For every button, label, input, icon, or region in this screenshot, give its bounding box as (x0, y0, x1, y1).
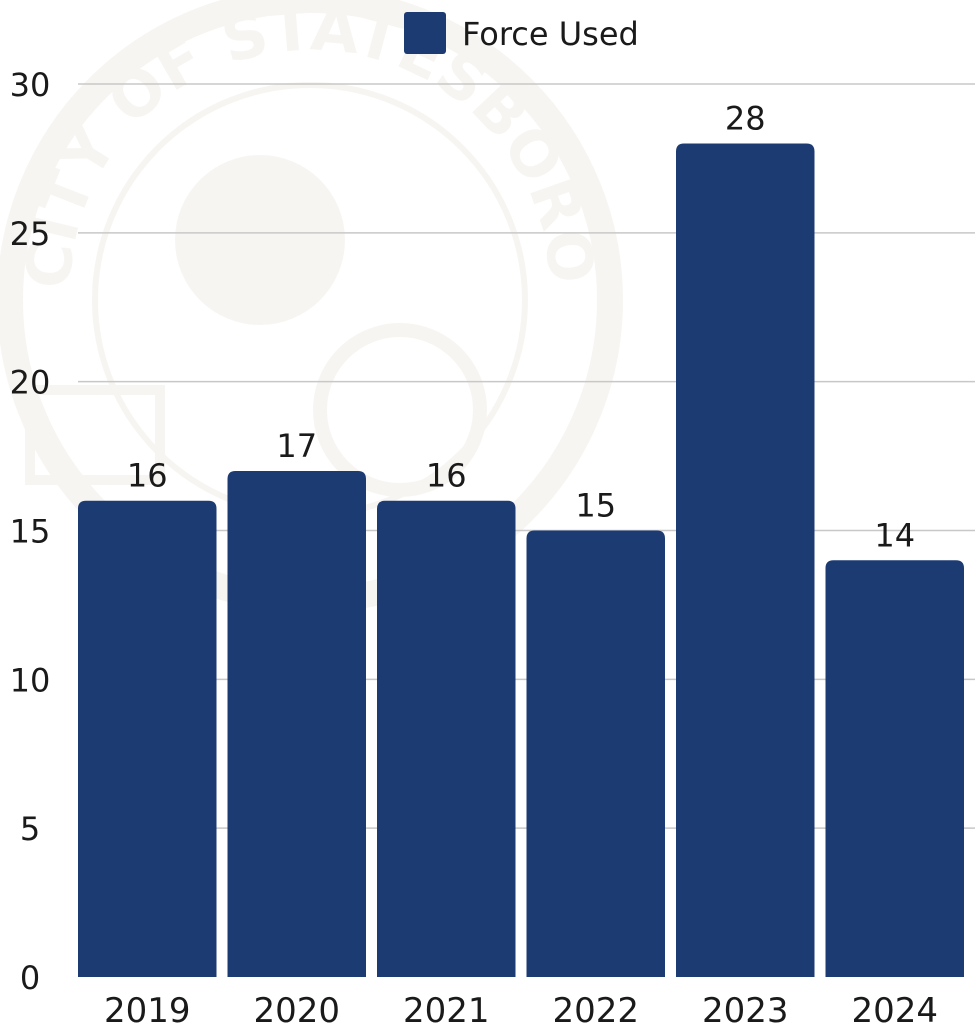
x-tick-label: 2021 (403, 991, 490, 1027)
data-label-2022: 15 (575, 487, 616, 525)
bar-2019 (78, 500, 217, 977)
y-tick-label: 5 (20, 810, 40, 848)
bar-2022 (526, 530, 665, 977)
y-tick-label: 0 (20, 959, 40, 997)
data-label-2023: 28 (725, 100, 766, 138)
legend: Force Used (404, 12, 639, 54)
data-label-2024: 14 (874, 516, 915, 554)
y-tick-label: 30 (10, 66, 51, 104)
x-tick-label: 2024 (851, 991, 938, 1027)
y-axis: 0 5 10 15 20 25 30 (10, 66, 51, 997)
data-labels: 16 17 16 15 28 14 (127, 100, 915, 555)
y-tick-label: 20 (10, 364, 51, 402)
x-tick-label: 2019 (104, 991, 191, 1027)
legend-swatch (404, 12, 446, 54)
bars (78, 143, 964, 978)
data-label-2021: 16 (426, 457, 467, 495)
bar-2024 (825, 560, 964, 977)
bar-2023 (676, 143, 815, 978)
y-tick-label: 15 (10, 513, 51, 551)
data-label-2020: 17 (276, 427, 317, 465)
x-tick-label: 2023 (702, 991, 789, 1027)
bar-2020 (227, 470, 366, 977)
x-tick-label: 2022 (552, 991, 639, 1027)
x-axis: 2019 2020 2021 2022 2023 2024 (104, 991, 938, 1027)
y-tick-label: 25 (10, 215, 51, 253)
data-label-2019: 16 (127, 457, 168, 495)
x-tick-label: 2020 (253, 991, 340, 1027)
bar-2021 (377, 500, 516, 977)
legend-label: Force Used (462, 15, 639, 53)
y-tick-label: 10 (10, 661, 51, 699)
